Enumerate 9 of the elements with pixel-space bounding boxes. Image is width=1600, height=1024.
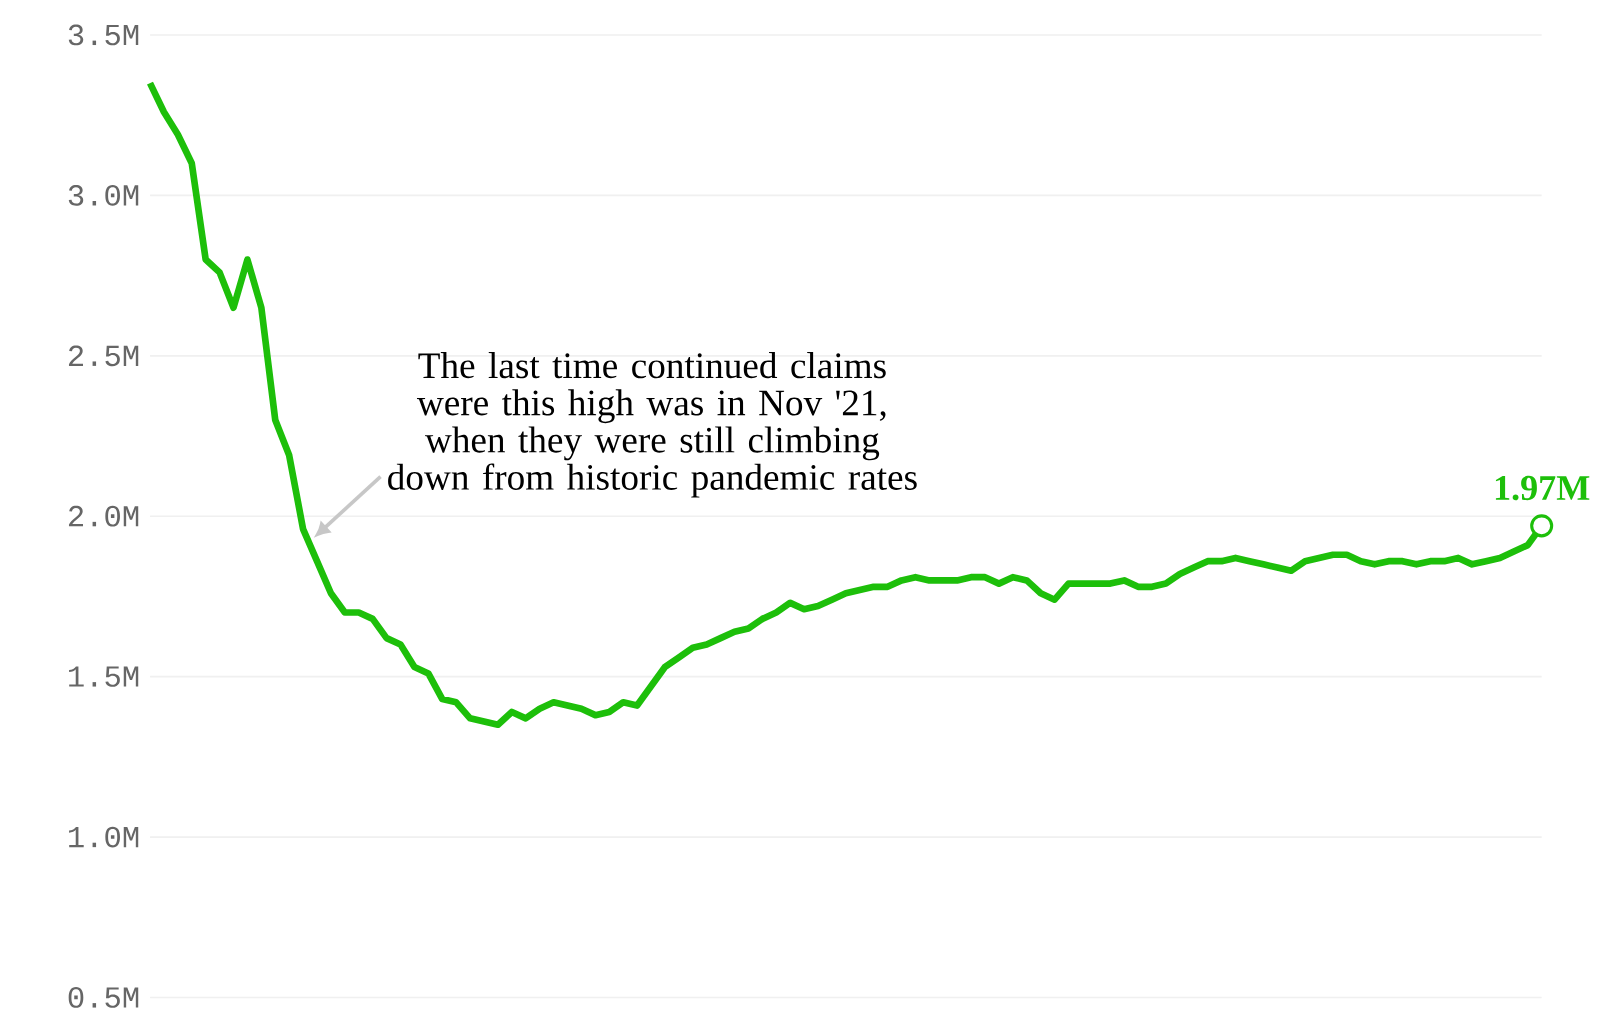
y-tick-label: 0.5M: [68, 987, 139, 1008]
y-tick-label: 1.5M: [69, 666, 139, 687]
y-tick-label: 1.0M: [69, 826, 139, 848]
data-label: 1.97M: [1495, 475, 1590, 501]
y-tick-label: 3.0M: [68, 185, 139, 206]
annotation: The last time continued claims were this high was in Nov '21, when they were still climbing down from historic pandemic rates: [388, 352, 917, 498]
y-tick-label: 2.5M: [68, 345, 139, 367]
y-tick-label: 3.5M: [68, 24, 139, 46]
y-tick-label: 2.0M: [68, 505, 139, 527]
